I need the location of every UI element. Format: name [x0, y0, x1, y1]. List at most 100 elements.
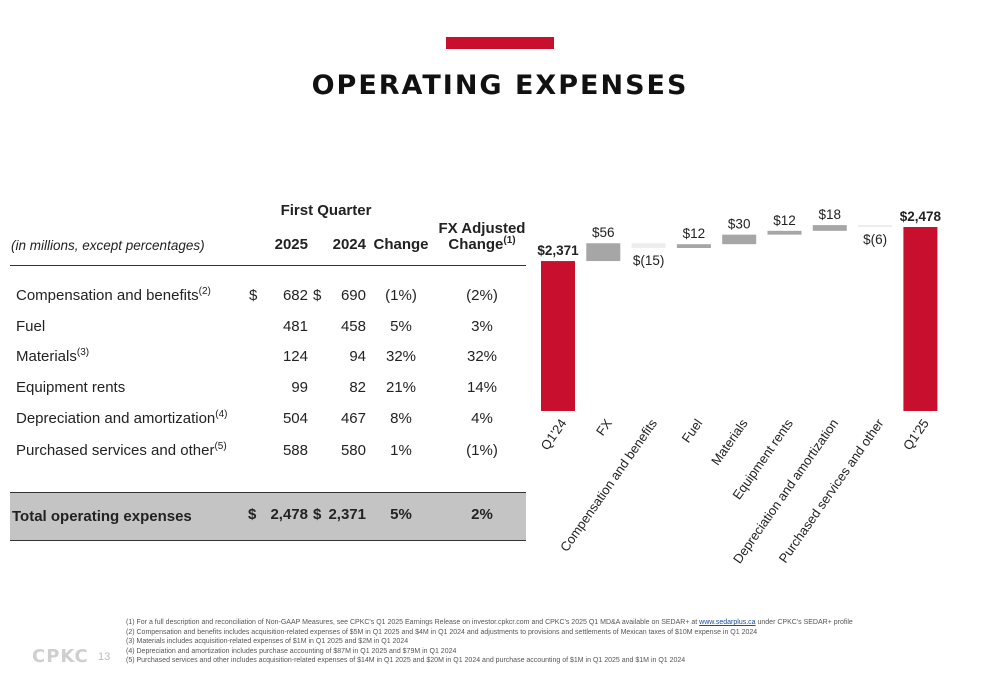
- slide-title: OPERATING EXPENSES: [311, 70, 689, 101]
- footnote-text: (5) Purchased services and other include…: [126, 657, 686, 665]
- row-change: 8%: [390, 410, 412, 427]
- row-value-2025: 99: [291, 379, 308, 396]
- row-value-2024: 580: [340, 442, 366, 459]
- data-label: $30: [728, 217, 751, 232]
- row-fx-change: 4%: [471, 410, 493, 427]
- bar-total: [903, 227, 938, 411]
- row-change: 21%: [385, 379, 417, 396]
- row-value-2024: 94: [349, 348, 366, 365]
- row-change: 32%: [385, 348, 417, 365]
- row-value-2025: 124: [282, 348, 308, 365]
- row-footnote-ref: (4): [215, 409, 228, 420]
- bar-delta: [767, 230, 802, 235]
- data-label: $56: [592, 225, 615, 240]
- row-label-text: Fuel: [16, 318, 46, 335]
- title-accent-bar: [446, 37, 554, 49]
- total-dollar-2025: $: [248, 506, 257, 523]
- row-label-text: Equipment rents: [16, 379, 126, 396]
- data-label: $18: [819, 207, 842, 222]
- row-label: Depreciation and amortization(4): [16, 409, 228, 428]
- bar-delta: [676, 244, 711, 249]
- total-fx-change: 2%: [471, 506, 493, 523]
- total-label: Total operating expenses: [12, 508, 192, 525]
- row-footnote-ref: (3): [76, 347, 90, 358]
- total-change: 5%: [390, 506, 412, 523]
- row-change: (1%): [385, 287, 417, 304]
- row-label: Equipment rents: [16, 379, 125, 396]
- row-label-text: Materials: [16, 348, 77, 365]
- bar-delta: [586, 243, 621, 262]
- col-header-fx-line2: Change(1): [436, 235, 528, 254]
- data-label: $(6): [863, 232, 887, 247]
- category-label: Materials: [708, 416, 751, 468]
- col-header-change: Change: [373, 236, 429, 253]
- data-label: $12: [773, 213, 796, 228]
- row-dollar-2025: $: [249, 287, 258, 304]
- category-label: FX: [593, 416, 615, 438]
- header-rule: [10, 265, 526, 266]
- bar-delta: [858, 225, 893, 228]
- footnote: (3) Materials includes acquisition-relat…: [126, 637, 853, 647]
- footnote-text: (3) Materials includes acquisition-relat…: [126, 638, 409, 646]
- row-value-2024: 690: [340, 287, 366, 304]
- col-header-fx-line1: FX Adjusted: [438, 220, 526, 237]
- row-label-text: Compensation and benefits: [16, 287, 199, 304]
- row-value-2025: 588: [282, 442, 308, 459]
- col-header-2024: 2024: [332, 236, 366, 253]
- row-fx-change: (1%): [466, 442, 498, 459]
- row-label-text: Purchased services and other: [16, 442, 215, 459]
- total-dollar-2024: $: [313, 506, 322, 523]
- data-label: $2,478: [900, 209, 942, 224]
- row-change: 5%: [390, 318, 412, 335]
- bar-total: [541, 261, 575, 411]
- row-fx-change: 3%: [471, 318, 493, 335]
- footnote-text: (4) Depreciation and amortization includ…: [126, 647, 457, 655]
- row-footnote-ref: (5): [214, 441, 227, 452]
- footnote-text-suffix: under CPKC's SEDAR+ profile: [755, 619, 853, 626]
- row-value-2024: 82: [349, 379, 366, 396]
- row-fx-change: (2%): [466, 287, 498, 304]
- footnote: (4) Depreciation and amortization includ…: [126, 647, 853, 657]
- total-value-2024: 2,371: [328, 506, 366, 523]
- row-label: Materials(3): [16, 347, 90, 366]
- data-label: $(15): [633, 253, 665, 268]
- row-value-2025: 504: [282, 410, 308, 427]
- category-label: Fuel: [679, 416, 706, 445]
- footnotes: (1) For a full description and reconcili…: [126, 618, 853, 666]
- bar-delta: [722, 234, 757, 245]
- data-label: $12: [683, 226, 706, 241]
- row-fx-change: 14%: [466, 379, 498, 396]
- footnote: (2) Compensation and benefits includes a…: [126, 628, 853, 638]
- row-value-2024: 458: [340, 318, 366, 335]
- bar-delta: [812, 225, 847, 231]
- footnote-text: (1) For a full description and reconcili…: [126, 619, 700, 626]
- total-value-2025: 2,478: [270, 506, 308, 523]
- row-label: Purchased services and other(5): [16, 441, 227, 460]
- footnote: (5) Purchased services and other include…: [126, 656, 853, 666]
- bar-delta: [631, 243, 666, 249]
- row-value-2024: 467: [340, 410, 366, 427]
- waterfall-chart: $2,371 Q1'24 $56 FX $(15) Compensation and be…: [537, 207, 942, 566]
- row-value-2025: 682: [282, 287, 308, 304]
- category-label: Q1'24: [537, 416, 569, 453]
- units-label: (in millions, except percentages): [11, 238, 205, 253]
- row-label: Compensation and benefits(2): [16, 287, 211, 305]
- col-header-2025: 2025: [274, 236, 308, 253]
- group-header: First Quarter: [280, 202, 372, 219]
- col-header-fx-label: Change: [448, 236, 504, 253]
- footnote: (1) For a full description and reconcili…: [126, 618, 853, 628]
- row-dollar-2024: $: [313, 287, 322, 304]
- row-label-text: Depreciation and amortization: [16, 410, 216, 427]
- category-label: Compensation and benefits: [557, 416, 660, 555]
- category-label: Q1'25: [900, 416, 932, 453]
- page-number: 13: [98, 651, 111, 663]
- cpkc-logo: CPKC: [32, 646, 89, 667]
- row-change: 1%: [390, 442, 412, 459]
- row-value-2025: 481: [282, 318, 308, 335]
- col-header-fx-sup: (1): [503, 235, 516, 246]
- footnote-link[interactable]: www.sedarplus.ca: [699, 619, 756, 626]
- total-row-band: [10, 492, 526, 541]
- footnote-text: (2) Compensation and benefits includes a…: [126, 628, 758, 636]
- data-label: $2,371: [537, 243, 579, 258]
- row-fx-change: 32%: [466, 348, 498, 365]
